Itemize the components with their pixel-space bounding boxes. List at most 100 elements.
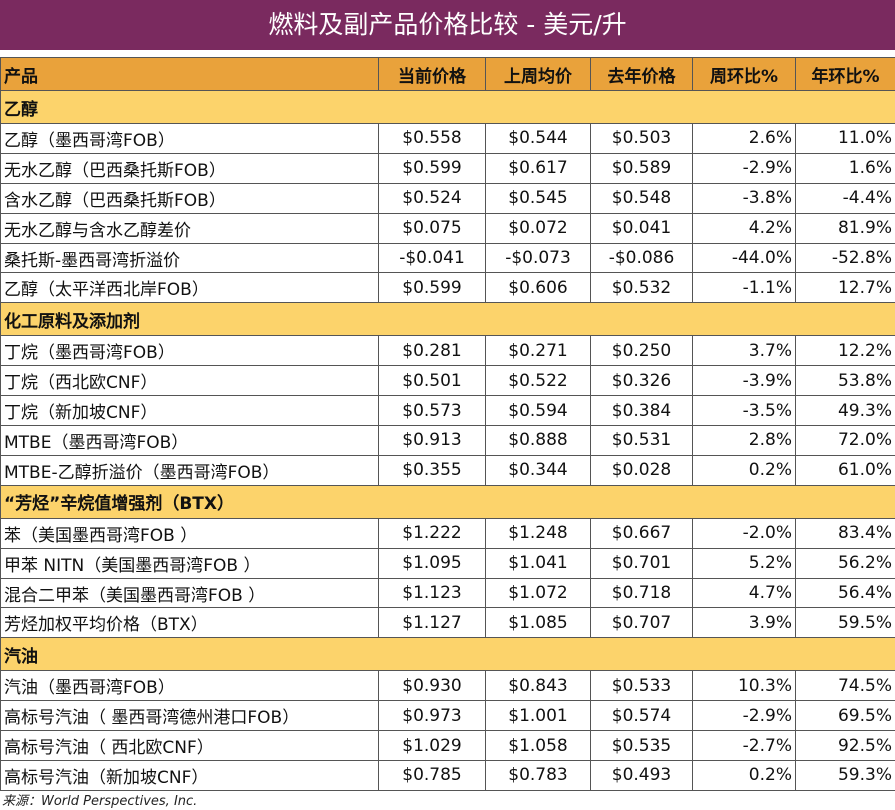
data-row: 无水乙醇（巴西桑托斯FOB） $0.599 $0.617 $0.589 -2.9% 1.6… (0, 152, 895, 184)
value-cell: $1.085 (485, 607, 591, 639)
header-cell: 当前价格 (378, 57, 486, 91)
value-cell: $1.072 (485, 577, 591, 609)
value-cell: $0.599 (378, 152, 486, 184)
product-cell: MTBE（墨西哥湾FOB） (0, 425, 379, 456)
product-cell: 含水乙醇（巴西桑托斯FOB） (0, 182, 379, 214)
value-cell: 92.5% (795, 730, 895, 762)
value-cell: $0.503 (590, 123, 693, 154)
section-name: 乙醇 (0, 90, 895, 124)
value-cell: -$0.086 (590, 242, 693, 274)
header-row: 产品 当前价格 上周均价 去年价格 周环比% 年环比% (0, 57, 895, 91)
value-cell: 2.8% (692, 425, 796, 456)
data-row: MTBE-乙醇折溢价（墨西哥湾FOB） $0.355 $0.344 $0.028 0.2… (0, 454, 895, 486)
value-cell: -3.8% (692, 182, 796, 214)
value-cell: $1.029 (378, 730, 486, 762)
header-cell: 产品 (0, 57, 379, 91)
value-cell: 3.7% (692, 335, 796, 367)
header-cell: 周环比% (692, 57, 796, 91)
data-row: 高标号汽油（新加坡CNF） $0.785 $0.783 $0.493 0.2% 59.3% (0, 760, 895, 791)
value-cell: 72.0% (795, 425, 895, 456)
value-cell: $0.531 (590, 425, 693, 456)
value-cell: $1.127 (378, 607, 486, 639)
value-cell: $0.493 (590, 760, 693, 791)
value-cell: -2.9% (692, 152, 796, 184)
value-cell: 1.6% (795, 152, 895, 184)
value-cell: 83.4% (795, 517, 895, 549)
product-cell: 丁烷（西北欧CNF） (0, 365, 379, 397)
data-row: 丁烷（新加坡CNF） $0.573 $0.594 $0.384 -3.5% 49.3% (0, 395, 895, 427)
data-row: 无水乙醇与含水乙醇差价 $0.075 $0.072 $0.041 4.2% 81.9% (0, 212, 895, 244)
value-cell: $0.718 (590, 577, 693, 609)
data-row: 丁烷（西北欧CNF） $0.501 $0.522 $0.326 -3.9% 53.8% (0, 365, 895, 397)
value-cell: -52.8% (795, 242, 895, 274)
product-cell: 无水乙醇（巴西桑托斯FOB） (0, 152, 379, 184)
value-cell: 0.2% (692, 454, 796, 486)
value-cell: $0.271 (485, 335, 591, 367)
value-cell: $0.594 (485, 395, 591, 427)
value-cell: $0.041 (590, 212, 693, 244)
value-cell: $0.524 (378, 182, 486, 214)
product-cell: 甲苯 NITN（美国墨西哥湾FOB ） (0, 547, 379, 579)
value-cell: 56.4% (795, 577, 895, 609)
data-row: 高标号汽油（ 西北欧CNF） $1.029 $1.058 $0.535 -2.7% 92.… (0, 730, 895, 762)
value-cell: $0.028 (590, 454, 693, 486)
value-cell: -3.9% (692, 365, 796, 397)
value-cell: 59.3% (795, 760, 895, 791)
product-cell: MTBE-乙醇折溢价（墨西哥湾FOB） (0, 454, 379, 486)
value-cell: $0.701 (590, 547, 693, 579)
value-cell: $1.123 (378, 577, 486, 609)
value-cell: $0.667 (590, 517, 693, 549)
value-cell: 11.0% (795, 123, 895, 154)
data-row: 桑托斯-墨西哥湾折溢价 -$0.041 -$0.073 -$0.086 -44.0% -5… (0, 242, 895, 274)
value-cell: 69.5% (795, 700, 895, 732)
value-cell: $0.384 (590, 395, 693, 427)
value-cell: -4.4% (795, 182, 895, 214)
value-cell: $0.344 (485, 454, 591, 486)
value-cell: $0.281 (378, 335, 486, 367)
value-cell: $0.785 (378, 760, 486, 791)
value-cell: -$0.041 (378, 242, 486, 274)
value-cell: $0.072 (485, 212, 591, 244)
product-cell: 丁烷（墨西哥湾FOB） (0, 335, 379, 367)
product-cell: 混合二甲苯（美国墨西哥湾FOB ） (0, 577, 379, 609)
value-cell: 5.2% (692, 547, 796, 579)
data-row: 芳烃加权平均价格（BTX） $1.127 $1.085 $0.707 3.9% 59.5% (0, 607, 895, 639)
value-cell: 59.5% (795, 607, 895, 639)
value-cell: $1.095 (378, 547, 486, 579)
value-cell: $0.617 (485, 152, 591, 184)
title: 燃料及副产品价格比较 - 美元/升 (0, 0, 895, 50)
value-cell: 74.5% (795, 670, 895, 702)
table-body: 产品 当前价格 上周均价 去年价格 周环比% 年环比% 乙醇 乙醇（墨西哥湾FOB） $0.55… (0, 57, 895, 791)
product-cell: 芳烃加权平均价格（BTX） (0, 607, 379, 639)
product-cell: 乙醇（太平洋西北岸FOB） (0, 272, 379, 304)
data-row: 高标号汽油（ 墨西哥湾德州港口FOB） $0.973 $1.001 $0.574 -2.… (0, 700, 895, 732)
header-cell: 去年价格 (590, 57, 693, 91)
value-cell: $0.574 (590, 700, 693, 732)
data-row: 乙醇（墨西哥湾FOB） $0.558 $0.544 $0.503 2.6% 11.0% (0, 123, 895, 154)
data-row: 丁烷（墨西哥湾FOB） $0.281 $0.271 $0.250 3.7% 12.2% (0, 335, 895, 367)
source: 来源：World Perspectives, Inc. (2, 794, 198, 809)
product-cell: 苯（美国墨西哥湾FOB ） (0, 517, 379, 549)
value-cell: $0.533 (590, 670, 693, 702)
value-cell: $0.532 (590, 272, 693, 304)
value-cell: -2.0% (692, 517, 796, 549)
value-cell: $0.355 (378, 454, 486, 486)
data-row: 乙醇（太平洋西北岸FOB） $0.599 $0.606 $0.532 -1.1% 12.7… (0, 272, 895, 304)
product-cell: 桑托斯-墨西哥湾折溢价 (0, 242, 379, 274)
value-cell: $0.599 (378, 272, 486, 304)
value-cell: $1.041 (485, 547, 591, 579)
value-cell: $0.573 (378, 395, 486, 427)
value-cell: $0.522 (485, 365, 591, 397)
value-cell: $0.501 (378, 365, 486, 397)
value-cell: $0.707 (590, 607, 693, 639)
value-cell: $1.001 (485, 700, 591, 732)
product-cell: 乙醇（墨西哥湾FOB） (0, 123, 379, 154)
data-row: 混合二甲苯（美国墨西哥湾FOB ） $1.123 $1.072 $0.718 4.7% 5… (0, 577, 895, 609)
product-cell: 高标号汽油（新加坡CNF） (0, 760, 379, 791)
value-cell: $1.058 (485, 730, 591, 762)
value-cell: -1.1% (692, 272, 796, 304)
value-cell: 53.8% (795, 365, 895, 397)
value-cell: $0.783 (485, 760, 591, 791)
header-cell: 上周均价 (485, 57, 591, 91)
